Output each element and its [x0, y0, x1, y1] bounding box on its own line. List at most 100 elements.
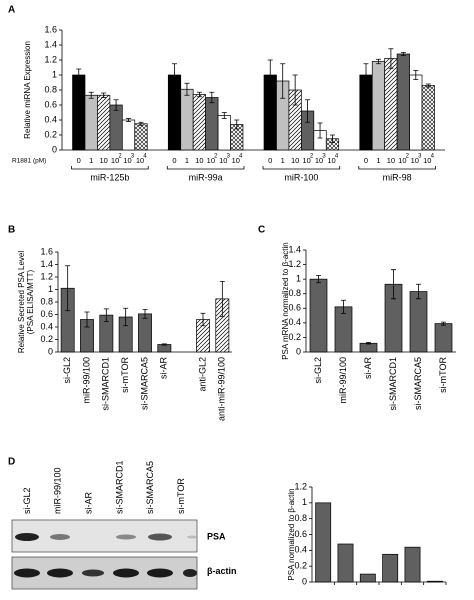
y-tick-label: 0.2 — [294, 561, 307, 571]
y-tick-label: 0.2 — [288, 332, 301, 342]
x-tick-label: 0 — [172, 156, 176, 165]
x-axis-label: R1881 (pM) — [12, 158, 46, 165]
y-tick-label: 0.6 — [40, 309, 53, 319]
group-label: miR-100 — [284, 172, 318, 182]
bar — [134, 123, 148, 151]
blot-image — [11, 519, 198, 590]
y-axis-label: Relative miRNA Expression — [23, 41, 32, 139]
x-tick-exponent: 2 — [310, 154, 314, 160]
error-bar — [221, 112, 227, 119]
bar — [359, 573, 376, 583]
error-bar — [65, 265, 71, 312]
y-tick-label: 0.6 — [294, 529, 307, 539]
bar — [396, 53, 410, 151]
x-tick-label: 0 — [268, 156, 272, 165]
error-bar — [113, 99, 119, 111]
bar — [434, 323, 453, 353]
error-bar — [161, 343, 167, 346]
error-bar — [76, 68, 82, 82]
x-tick-label: 10 — [411, 156, 419, 165]
x-tick-label: 10 — [302, 156, 310, 165]
group-label: miR-125b — [90, 172, 129, 182]
panel-label: D — [8, 457, 15, 468]
y-tick-label: 0 — [302, 576, 307, 586]
lane-label: si-AR — [83, 492, 93, 514]
bar — [192, 94, 206, 151]
x-tick-label: si-GL2 — [313, 357, 323, 384]
y-tick-label: 1.4 — [44, 39, 57, 49]
error-bar — [388, 48, 394, 69]
error-bar — [317, 122, 323, 139]
y-tick-label: 1 — [52, 69, 57, 79]
y-tick-label: 1 — [302, 497, 307, 507]
x-tick-label: 10 — [123, 156, 131, 165]
error-bar — [305, 99, 311, 123]
x-tick-label: si-SMARCD1 — [101, 357, 111, 411]
lane-label: si-GL2 — [22, 487, 32, 514]
error-bar — [84, 311, 90, 328]
y-tick-label: 1.2 — [40, 271, 53, 281]
y-tick-label: 0 — [48, 346, 53, 356]
y-tick-label: 1 — [296, 274, 301, 284]
x-tick-label: 10 — [327, 156, 335, 165]
x-tick-label: 10 — [315, 156, 323, 165]
bar — [309, 278, 328, 353]
lane-label: si-mTOR — [176, 478, 186, 514]
group-bracket — [358, 166, 436, 170]
y-tick-label: 1.4 — [288, 244, 301, 254]
error-bar — [209, 91, 215, 104]
x-tick-label: si-SMARCA5 — [413, 357, 423, 410]
bar — [359, 342, 378, 353]
y-tick-label: 0.4 — [294, 545, 307, 555]
bar — [72, 74, 86, 151]
y-tick-label: 1.4 — [40, 259, 53, 269]
error-bar — [366, 342, 371, 345]
error-bar — [234, 119, 240, 130]
x-tick-exponent: 4 — [143, 154, 147, 160]
x-tick-exponent: 2 — [214, 154, 218, 160]
group-label: miR-98 — [383, 172, 412, 182]
group-label: miR-99a — [189, 172, 223, 182]
error-bar — [184, 82, 190, 96]
y-tick-label: 0.4 — [44, 114, 57, 124]
x-tick-label: si-SMARCA5 — [139, 357, 149, 410]
bar — [217, 115, 231, 151]
bar — [421, 85, 435, 151]
bar — [409, 74, 423, 151]
y-tick-label: 1.6 — [40, 246, 53, 256]
x-tick-exponent: 3 — [322, 154, 326, 160]
bar — [121, 119, 136, 151]
error-bar — [416, 283, 421, 300]
bar — [382, 553, 399, 583]
y-tick-label: 0.4 — [288, 317, 301, 327]
x-tick-label: 10 — [195, 156, 203, 165]
error-bar — [441, 321, 446, 326]
x-tick-exponent: 3 — [227, 154, 231, 160]
group-bracket — [262, 166, 341, 170]
bar — [97, 94, 111, 151]
bar — [337, 543, 354, 583]
y-tick-label: 0.6 — [44, 99, 57, 109]
error-bar — [341, 299, 346, 314]
y-axis-label: PSA normalized to β-actin — [287, 488, 296, 580]
error-bar — [391, 269, 396, 300]
error-bar — [219, 280, 225, 317]
error-bar — [280, 63, 286, 99]
error-bar — [425, 83, 431, 88]
x-tick-label: miR-99/100 — [81, 357, 91, 404]
error-bar — [267, 59, 273, 91]
bar — [371, 61, 386, 151]
row-label: β-actin — [207, 566, 237, 576]
y-tick-label: 0 — [296, 346, 301, 356]
x-tick-label: anti-GL2 — [197, 357, 207, 392]
x-tick-exponent: 3 — [131, 154, 135, 160]
x-tick-label: 10 — [136, 156, 144, 165]
x-tick-label: si-SMARCD1 — [388, 357, 398, 411]
x-tick-label: si-AR — [363, 357, 373, 379]
error-bar — [88, 91, 94, 99]
x-tick-label: 10 — [99, 156, 107, 165]
x-tick-label: 10 — [219, 156, 227, 165]
x-tick-label: 1 — [376, 156, 380, 165]
panel-label: B — [8, 225, 15, 236]
